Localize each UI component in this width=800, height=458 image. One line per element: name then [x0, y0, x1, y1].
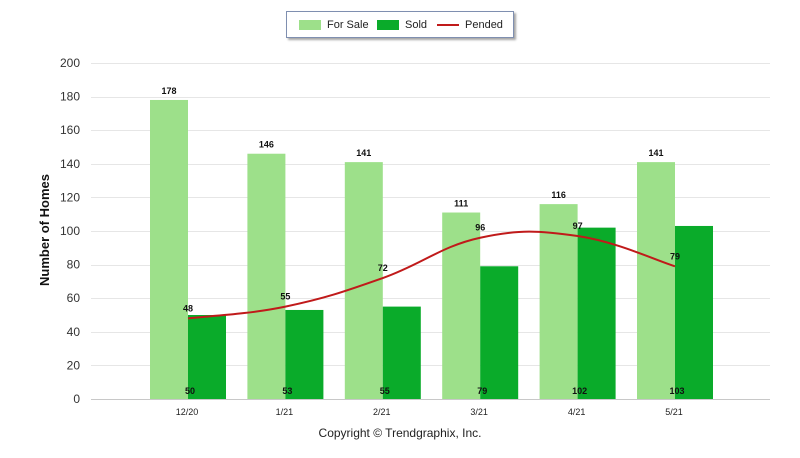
- data-label-pended: 97: [573, 221, 583, 231]
- legend: For Sale Sold Pended: [286, 11, 514, 38]
- data-label-sold: 103: [669, 386, 684, 396]
- data-label-pended: 72: [378, 263, 388, 273]
- x-tick-label: 3/21: [470, 407, 488, 417]
- data-label-for-sale: 116: [551, 190, 566, 200]
- y-tick-label: 140: [60, 157, 80, 171]
- legend-item-sold[interactable]: Sold: [377, 12, 427, 37]
- x-tick-label: 12/20: [176, 407, 199, 417]
- data-label-pended: 48: [183, 303, 193, 313]
- bar-sold: [188, 315, 226, 399]
- data-label-pended: 96: [475, 223, 485, 233]
- bars: [150, 99, 713, 400]
- legend-item-for-sale[interactable]: For Sale: [299, 12, 369, 37]
- y-axis-label: Number of Homes: [37, 174, 52, 286]
- x-tick-label: 1/21: [276, 407, 294, 417]
- data-label-for-sale: 178: [161, 86, 176, 96]
- bar-sold: [577, 227, 616, 399]
- data-label-for-sale: 141: [648, 148, 663, 158]
- data-labels: 178 50 146 53 141 55 111 79 116 102 141 103 48 55 72 96…: [161, 86, 684, 396]
- x-axis-ticks: 12/20 1/21 2/21 3/21 4/21 5/21: [176, 407, 683, 417]
- y-tick-label: 120: [60, 190, 80, 204]
- legend-label-pended: Pended: [465, 18, 503, 31]
- bar-for-sale: [539, 204, 578, 399]
- copyright-text: Copyright © Trendgraphix, Inc.: [318, 426, 482, 440]
- legend-label-sold: Sold: [405, 18, 428, 31]
- bar-sold: [382, 306, 421, 399]
- x-tick-label: 4/21: [568, 407, 586, 417]
- y-axis-ticks: 0 20 40 60 80 100 120 140 160 180 200: [60, 56, 80, 406]
- legend-swatch-pended: [437, 23, 459, 26]
- y-tick-label: 200: [60, 56, 80, 70]
- pended-series-line: [187, 230, 676, 320]
- y-tick-label: 60: [67, 291, 81, 305]
- bar-for-sale: [442, 212, 481, 399]
- data-label-pended: 79: [670, 251, 680, 261]
- data-label-sold: 102: [572, 386, 587, 396]
- data-label-sold: 50: [185, 386, 195, 396]
- data-label-sold: 53: [282, 386, 292, 396]
- data-label-for-sale: 111: [454, 199, 468, 209]
- y-tick-label: 100: [60, 224, 80, 238]
- data-label-sold: 55: [380, 386, 390, 396]
- legend-swatch-for-sale: [299, 19, 321, 30]
- legend-label-for-sale: For Sale: [327, 18, 369, 31]
- legend-swatch-sold: [377, 19, 399, 30]
- y-tick-label: 40: [67, 325, 81, 339]
- bar-sold: [675, 225, 713, 399]
- y-tick-label: 160: [60, 123, 80, 137]
- legend-item-pended[interactable]: Pended: [437, 12, 503, 37]
- data-label-pended: 55: [280, 292, 290, 302]
- data-label-for-sale: 146: [259, 140, 274, 150]
- bar-sold: [480, 266, 519, 399]
- bar-for-sale: [247, 153, 286, 399]
- pended-line: [187, 230, 676, 320]
- y-tick-label: 80: [67, 258, 81, 272]
- x-tick-label: 5/21: [665, 407, 683, 417]
- bar-for-sale: [637, 162, 675, 399]
- x-tick-label: 2/21: [373, 407, 391, 417]
- y-tick-label: 180: [60, 90, 80, 104]
- bar-for-sale: [150, 99, 188, 400]
- data-label-sold: 79: [477, 386, 487, 396]
- y-tick-label: 0: [73, 392, 80, 406]
- bar-sold: [285, 309, 324, 399]
- data-label-for-sale: 141: [356, 148, 371, 158]
- y-tick-label: 20: [67, 358, 81, 372]
